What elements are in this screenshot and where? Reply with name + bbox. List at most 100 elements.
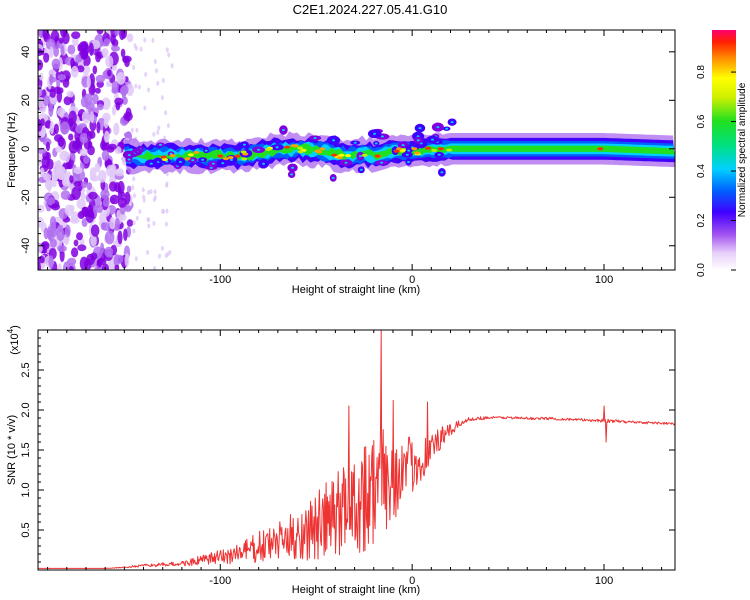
spectrogram-speckle <box>90 234 97 247</box>
spectrogram-ridge-band <box>124 143 675 163</box>
spectrogram-speckle <box>38 244 43 254</box>
spectrogram-speckle <box>88 191 98 200</box>
spectrogram-speckle <box>86 76 91 89</box>
spectrogram-blob-core <box>380 161 384 164</box>
spectrogram-blob-core <box>221 162 225 165</box>
spectrogram-speckle <box>61 173 67 186</box>
spectrogram-blob-core <box>158 143 162 146</box>
spectrogram-blob-core <box>127 153 131 156</box>
spectrogram-speckle <box>56 228 65 242</box>
spectrogram-speckle <box>81 110 91 124</box>
spectrogram-speckle <box>94 87 101 94</box>
spectrogram-speckle <box>105 55 114 68</box>
spectrogram-speckle <box>115 102 121 111</box>
spectrogram-speckle <box>135 127 139 133</box>
spectrogram-hotspot <box>193 150 200 154</box>
spectrogram-speckle <box>152 220 156 226</box>
spectrogram-speckle <box>83 155 90 165</box>
spectrogram-speckle <box>156 129 160 135</box>
snr-scale-prefix: (x10 <box>9 333 21 354</box>
spectrogram-blob-core <box>373 132 377 135</box>
spectrogram-ytick-label: 20 <box>20 94 32 106</box>
colorbar: 0.0 0.2 0.4 0.6 0.8 Normalized spectral ampl… <box>696 30 748 277</box>
spectrogram-speckle <box>95 52 101 63</box>
spectrogram-blob-core <box>359 168 363 171</box>
spectrogram-speckle <box>53 134 63 142</box>
spectrogram-speckle <box>114 264 120 270</box>
spectrogram-speckle <box>126 33 134 43</box>
spectrogram-speckle <box>126 185 132 193</box>
spectrogram-speckle <box>43 227 49 240</box>
spectrogram-speckle <box>39 167 45 178</box>
spectrogram-speckle <box>75 54 83 64</box>
spectrogram-speckle <box>132 65 136 71</box>
spectrogram-speckle <box>165 47 169 53</box>
spectrogram-speckle <box>49 88 56 98</box>
spectrogram-speckle <box>165 208 169 214</box>
spectrogram-speckle <box>158 253 162 259</box>
spectrogram-hotspot <box>169 154 176 158</box>
spectrogram-speckle <box>79 238 85 247</box>
spectrogram-speckle <box>42 173 52 181</box>
spectrogram-speckle <box>99 212 107 224</box>
snr-xtick-label: -100 <box>209 575 231 587</box>
spectrogram-speckle <box>79 256 89 270</box>
spectrogram-speckle <box>104 230 115 245</box>
spectrogram-blob-core <box>353 141 357 144</box>
spectrogram-speckle <box>161 78 165 84</box>
spectrogram-blob-core <box>332 139 336 142</box>
spectrogram-speckle <box>167 52 171 58</box>
snr-ytick-label: 0.5 <box>20 522 32 537</box>
spectrogram-speckle <box>66 90 74 98</box>
spectrogram-speckle <box>166 123 170 129</box>
spectrogram-speckle <box>116 254 124 264</box>
spectrogram-speckle <box>69 266 74 270</box>
spectrogram-blob-core <box>313 136 317 139</box>
snr-line <box>38 330 675 569</box>
spectrogram-speckle <box>68 110 77 125</box>
spectrogram-speckle <box>69 175 74 184</box>
spectrogram-blob-core <box>437 153 441 156</box>
spectrogram-speckle <box>105 164 116 178</box>
spectrogram-speckle <box>50 203 60 211</box>
spectrogram-speckle <box>131 185 135 191</box>
spectrogram-speckle <box>38 204 45 213</box>
spectrogram-speckle <box>152 131 156 137</box>
spectrogram-speckle <box>170 63 174 69</box>
spectrogram-speckle <box>132 228 136 234</box>
spectrogram-blob-core <box>229 158 233 161</box>
spectrogram-speckle <box>103 116 109 129</box>
spectrogram-blob-core <box>290 173 294 176</box>
spectrogram-speckle <box>117 230 123 245</box>
spectrogram-speckle <box>58 37 64 44</box>
spectrogram-speckle <box>126 83 134 97</box>
snr-xtick-label: 0 <box>409 575 415 587</box>
spectrogram-speckle <box>86 130 93 141</box>
spectrogram-speckle <box>67 44 76 55</box>
spectrogram-blob-core <box>445 127 449 130</box>
spectrogram-speckle <box>146 249 150 255</box>
spectrogram-speckle <box>101 263 110 270</box>
snr-ylabel: SNR (10 * v/v) <box>6 415 18 485</box>
spectrogram-hotspot <box>222 157 229 161</box>
colorbar-gradient <box>712 30 736 270</box>
spectrogram-speckle <box>64 151 70 163</box>
spectrogram-hotspot <box>414 151 421 155</box>
spectrogram-blob-core <box>257 148 261 151</box>
spectrogram-speckle <box>123 111 133 122</box>
spectrogram-speckle <box>101 222 112 231</box>
spectrogram-speckle <box>85 208 95 223</box>
spectrogram-xtick-label: -100 <box>209 274 231 286</box>
spectrogram-speckle <box>48 103 54 117</box>
spectrogram-speckle <box>153 265 157 270</box>
spectrogram-speckle <box>60 121 70 135</box>
spectrogram-speckle <box>85 101 95 110</box>
spectrogram-ytick-label: 40 <box>20 46 32 58</box>
spectrogram-blob-core <box>416 135 420 138</box>
spectrogram-speckle <box>75 124 84 134</box>
spectrogram-blob-core <box>344 161 348 164</box>
spectrogram-peak <box>597 147 604 151</box>
spectrogram-speckle <box>38 59 44 71</box>
spectrogram-hotspot <box>160 155 167 159</box>
spectrogram-blob-core <box>440 171 444 174</box>
